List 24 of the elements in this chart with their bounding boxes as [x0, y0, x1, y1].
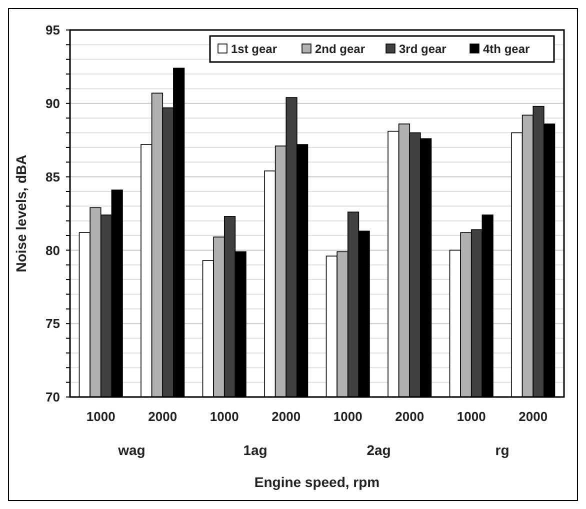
legend-label: 1st gear — [231, 42, 278, 56]
text: rg — [495, 442, 510, 458]
x-tick-label: 1000 — [456, 409, 486, 424]
text: wag — [117, 442, 146, 458]
y-tick-label: 70 — [46, 390, 60, 405]
y-tick-label: 75 — [46, 316, 60, 332]
legend-label: 2nd gear — [315, 42, 366, 56]
x-tick-label: 1000 — [333, 409, 362, 424]
x-tick-label: 1000 — [86, 409, 116, 424]
x-tick-label: 2000 — [518, 409, 548, 424]
text: 1ag — [243, 442, 268, 458]
x-tick-label: 1000 — [210, 409, 239, 424]
x-tick-label: 2000 — [272, 409, 301, 424]
y-tick-label: 95 — [46, 22, 60, 38]
y-axis-title: Noise levels, dBA — [13, 154, 29, 272]
x-tick-label: 2000 — [395, 409, 424, 424]
text: 2ag — [366, 442, 391, 458]
y-tick-label: 80 — [46, 242, 60, 258]
legend-label: 3rd gear — [399, 42, 447, 56]
legend-label: 4th gear — [483, 42, 530, 56]
x-tick-label: 2000 — [148, 409, 178, 424]
y-tick-label: 90 — [46, 96, 60, 111]
x-axis-title: Engine speed, rpm — [254, 474, 380, 490]
y-tick-label: 85 — [46, 169, 60, 184]
